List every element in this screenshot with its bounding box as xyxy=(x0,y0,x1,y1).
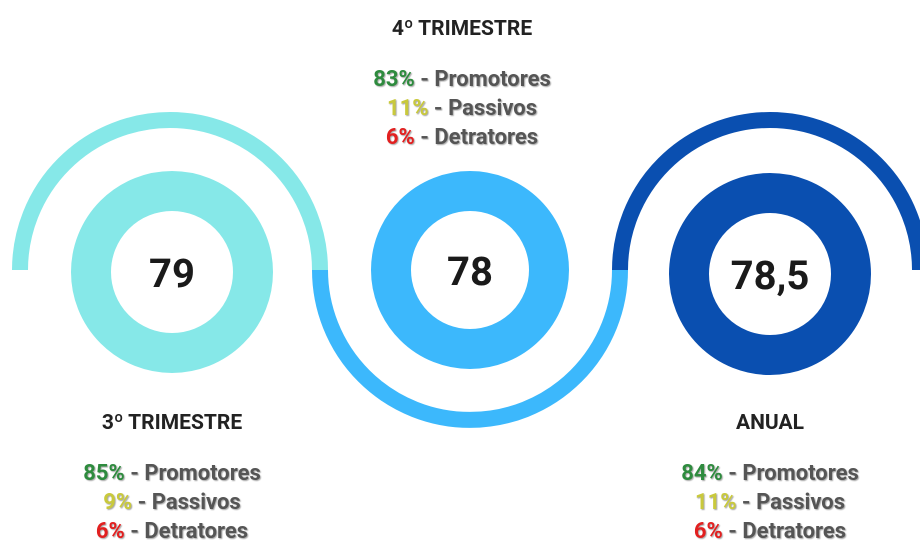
percentage: 85% xyxy=(83,461,125,486)
stat-label: - Passivos xyxy=(428,96,537,121)
panel-title: 3º TRIMESTRE xyxy=(102,411,243,435)
stat-label: - Promotores xyxy=(723,461,859,486)
stat-label: - Detratores xyxy=(723,519,846,544)
score: 79 xyxy=(149,250,195,297)
score: 78 xyxy=(447,248,493,295)
arc xyxy=(612,112,920,271)
panel-title: ANUAL xyxy=(736,411,804,435)
stat-label: - Passivos xyxy=(132,490,241,515)
percentage: 11% xyxy=(695,490,737,515)
ring xyxy=(371,171,569,369)
percentage: 6% xyxy=(386,125,415,150)
percentage: 11% xyxy=(387,96,429,121)
percentage: 9% xyxy=(103,490,132,515)
ring xyxy=(669,173,871,375)
arc xyxy=(12,112,328,271)
stat-line: 11% - Passivos xyxy=(695,490,845,515)
stat-label: - Promotores xyxy=(415,67,551,92)
stat-label: - Detratores xyxy=(415,125,538,150)
percentage: 84% xyxy=(681,461,723,486)
percentage: 6% xyxy=(96,519,125,544)
arc xyxy=(312,269,628,428)
stat-line: 83% - Promotores xyxy=(373,67,551,92)
stat-line: 9% - Passivos xyxy=(103,490,240,515)
stat-lines: 85% - Promotores 9% - Passivos 6% - Detrat… xyxy=(83,67,859,544)
percentage: 6% xyxy=(694,519,723,544)
stat-line: 84% - Promotores xyxy=(681,461,859,486)
stat-line: 6% - Detratores xyxy=(386,125,538,150)
stat-label: - Detratores xyxy=(125,519,248,544)
stat-line: 6% - Detratores xyxy=(694,519,846,544)
stat-line: 85% - Promotores xyxy=(83,461,261,486)
stat-line: 6% - Detratores xyxy=(96,519,248,544)
panel-title: 4º TRIMESTRE xyxy=(392,17,533,41)
stat-line: 11% - Passivos xyxy=(387,96,537,121)
stat-label: - Promotores xyxy=(125,461,261,486)
stat-label: - Passivos xyxy=(736,490,845,515)
score: 78,5 xyxy=(731,252,810,299)
percentage: 83% xyxy=(373,67,415,92)
ring xyxy=(71,171,273,373)
